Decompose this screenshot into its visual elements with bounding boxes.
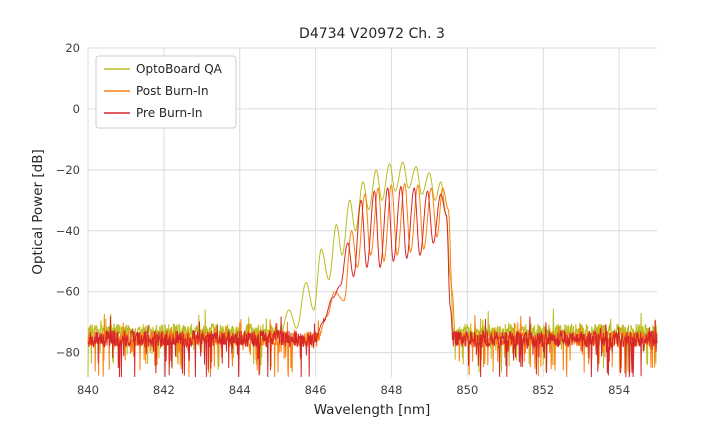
series-line-1 <box>87 182 658 378</box>
y-tick-label: 20 <box>65 41 80 55</box>
plot-area: 840 842 844 846 848 850 852 854 20 0 −20 −40 −60 −80 O… <box>56 41 658 397</box>
y-tick-label: −60 <box>56 285 80 299</box>
chart-title: D4734 V20972 Ch. 3 <box>299 26 445 42</box>
x-axis-label: Wavelength [nm] <box>314 402 431 418</box>
x-tick-label: 854 <box>608 383 630 397</box>
legend-label: Pre Burn-In <box>136 106 203 120</box>
y-tick-label: −20 <box>56 163 80 177</box>
y-axis-label: Optical Power [dB] <box>30 149 46 274</box>
legend-label: OptoBoard QA <box>136 62 223 76</box>
x-tick-label: 842 <box>153 383 175 397</box>
series-line-2 <box>87 185 658 378</box>
legend-label: Post Burn-In <box>136 84 209 98</box>
x-tick-label: 852 <box>532 383 554 397</box>
x-tick-label: 840 <box>77 383 99 397</box>
y-tick-label: −80 <box>56 346 80 360</box>
x-tick-label: 850 <box>456 383 478 397</box>
x-tick-label: 844 <box>229 383 251 397</box>
legend-box <box>95 55 237 129</box>
x-tick-label: 846 <box>305 383 327 397</box>
x-tick-label: 848 <box>380 383 402 397</box>
y-tick-label: −40 <box>56 224 80 238</box>
y-tick-label: 0 <box>73 102 80 116</box>
